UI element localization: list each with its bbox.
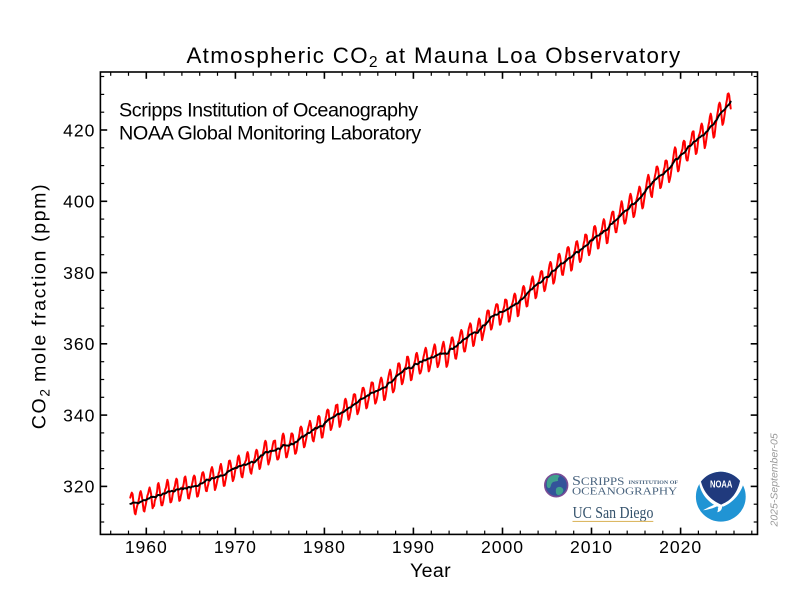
svg-text:2025-September-05: 2025-September-05 — [769, 433, 781, 527]
svg-text:NOAA: NOAA — [710, 479, 732, 490]
svg-text:1980: 1980 — [303, 537, 346, 557]
svg-text:OCEANOGRAPHY: OCEANOGRAPHY — [572, 485, 677, 497]
svg-text:UC San Diego: UC San Diego — [573, 503, 654, 522]
svg-text:320: 320 — [63, 477, 95, 497]
svg-text:400: 400 — [63, 192, 95, 212]
svg-text:NOAA Global Monitoring Laborat: NOAA Global Monitoring Laboratory — [119, 122, 421, 144]
svg-text:420: 420 — [63, 120, 95, 140]
svg-text:Scripps Institution of Oceanog: Scripps Institution of Oceanography — [119, 100, 418, 122]
svg-text:1990: 1990 — [392, 537, 435, 557]
svg-text:340: 340 — [63, 405, 95, 425]
svg-text:380: 380 — [63, 263, 95, 283]
svg-text:Atmospheric CO2 at Mauna Loa O: Atmospheric CO2 at Mauna Loa Observatory — [186, 43, 681, 71]
svg-text:1970: 1970 — [214, 537, 257, 557]
svg-text:INSTITUTION OF: INSTITUTION OF — [629, 481, 679, 486]
svg-text:CO2 mole fraction (ppm): CO2 mole fraction (ppm) — [29, 183, 53, 429]
svg-text:2020: 2020 — [659, 537, 702, 557]
svg-text:360: 360 — [63, 334, 95, 354]
svg-text:1960: 1960 — [125, 537, 168, 557]
svg-text:2000: 2000 — [481, 537, 524, 557]
svg-text:2010: 2010 — [570, 537, 613, 557]
svg-text:Year: Year — [410, 560, 451, 582]
svg-text:SCRIPPS: SCRIPPS — [572, 474, 624, 489]
